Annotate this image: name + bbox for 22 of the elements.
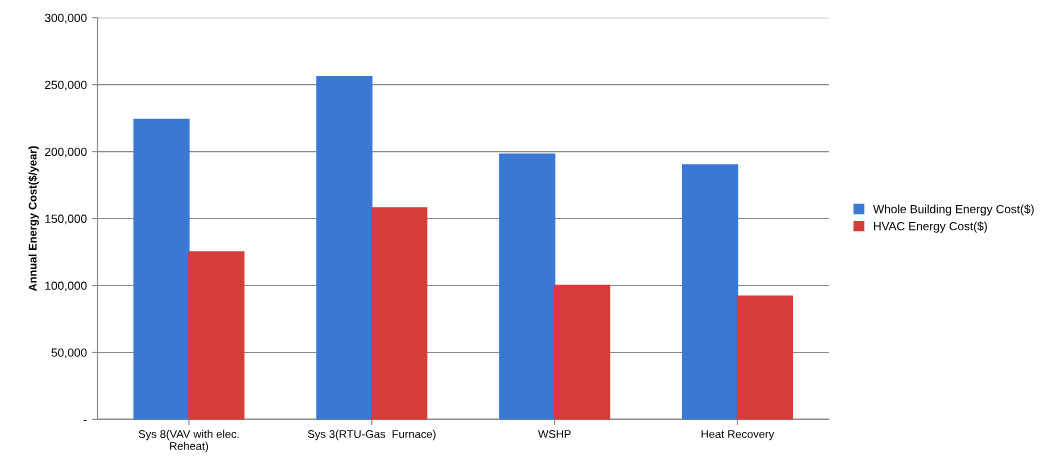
y-tick-label: - xyxy=(83,420,87,421)
x-tick-label: Heat Recovery xyxy=(701,430,775,441)
x-tick-label: WSHP xyxy=(538,430,571,438)
legend-label: HVAC Energy Cost($) xyxy=(874,221,987,233)
bar xyxy=(133,118,190,420)
y-tick-label: 100,000 xyxy=(45,281,87,292)
y-axis-title: Annual Energy Cost($/year) xyxy=(28,146,39,292)
bar xyxy=(553,284,611,420)
x-tick-label: Sys 3(RTU-Gas Furnace) xyxy=(307,429,436,441)
bar xyxy=(499,153,556,420)
x-tick-label: Sys 8(VAV with elec. Reheat) xyxy=(138,429,239,453)
y-tick-label: 300,000 xyxy=(44,13,87,24)
bar xyxy=(188,251,245,420)
y-tick-label: 250,000 xyxy=(45,80,87,91)
bar xyxy=(736,295,794,420)
y-tick-label: 50,000 xyxy=(51,348,87,359)
bar xyxy=(371,207,428,420)
bar xyxy=(681,164,739,420)
bar xyxy=(316,75,373,420)
y-tick-label: 150,000 xyxy=(45,214,87,225)
legend-label: Whole Building Energy Cost($) xyxy=(873,204,1034,216)
y-tick-label: 200,000 xyxy=(45,147,87,158)
